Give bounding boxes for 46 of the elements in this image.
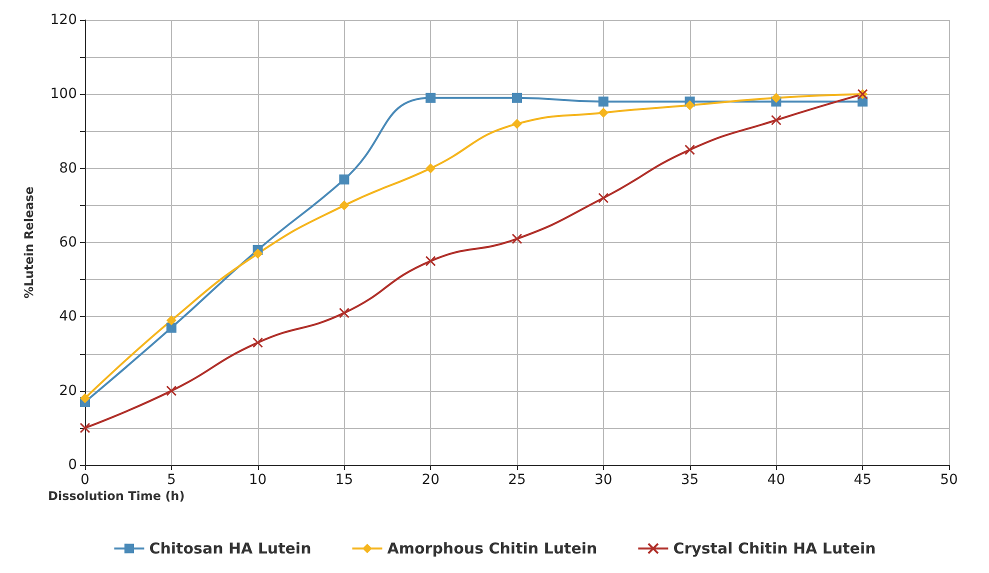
point xyxy=(426,163,436,174)
point xyxy=(166,322,176,333)
point xyxy=(80,393,90,404)
x-tick-label: 45 xyxy=(854,472,872,488)
point xyxy=(512,92,522,103)
point xyxy=(166,386,177,396)
legend-label: Chitosan HA Lutein xyxy=(149,540,312,558)
y-tick-label: 80 xyxy=(59,160,77,176)
point xyxy=(770,114,782,126)
y-tick-label: 120 xyxy=(50,12,77,28)
point xyxy=(598,192,609,204)
point xyxy=(338,308,350,318)
x-tick-label: 0 xyxy=(80,472,90,488)
point xyxy=(598,96,608,107)
point xyxy=(598,108,608,118)
x-axis-title: Dissolution Time (h) xyxy=(48,489,185,503)
point xyxy=(339,174,350,184)
point xyxy=(166,315,176,326)
point xyxy=(512,118,522,129)
legend-label: Crystal Chitin HA Lutein xyxy=(673,540,876,558)
point xyxy=(80,422,90,434)
y-tick-label: 100 xyxy=(50,86,77,102)
y-tick-label: 20 xyxy=(59,382,77,399)
point xyxy=(339,200,350,210)
x-tick-label: 15 xyxy=(335,472,354,488)
point xyxy=(684,100,695,110)
y-tick-label: 40 xyxy=(59,308,77,325)
point xyxy=(426,92,436,103)
x-tick-label: 35 xyxy=(680,472,699,488)
x-tick-label: 5 xyxy=(166,472,176,488)
point xyxy=(684,144,696,156)
point xyxy=(425,256,436,266)
x-tick-label: 50 xyxy=(940,472,958,488)
y-tick-label: 60 xyxy=(59,234,77,250)
y-tick-label: 0 xyxy=(68,457,77,473)
x-tick-label: 25 xyxy=(508,472,526,488)
point xyxy=(771,92,782,103)
point xyxy=(252,248,263,259)
x-tick-label: 30 xyxy=(594,472,612,488)
x-tick-label: 20 xyxy=(422,472,440,488)
x-tick-label: 40 xyxy=(767,472,786,488)
y-axis-title: %Lutein Release xyxy=(22,186,36,298)
legend-label: Amorphous Chitin Lutein xyxy=(387,540,598,558)
point xyxy=(512,234,522,244)
point xyxy=(252,337,264,348)
x-tick-label: 10 xyxy=(248,472,267,488)
